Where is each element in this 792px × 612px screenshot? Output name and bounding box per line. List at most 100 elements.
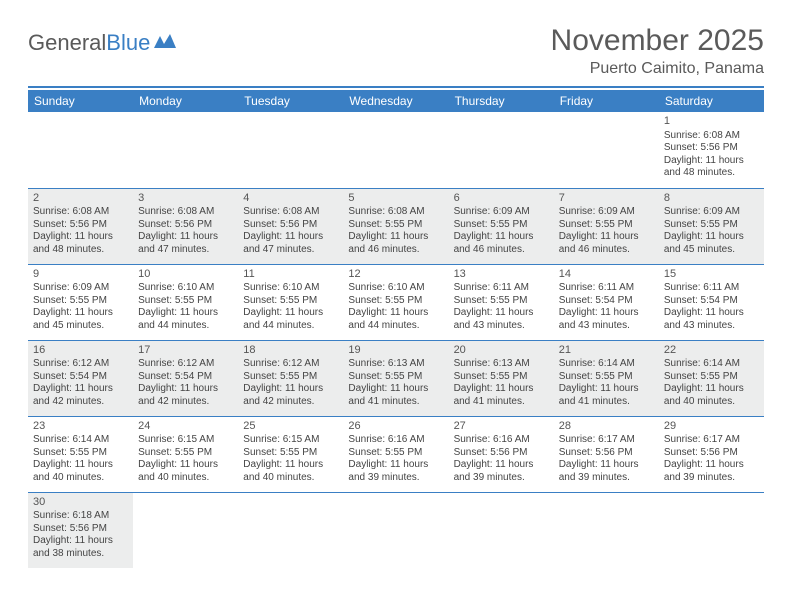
sunrise-text: Sunrise: 6:17 AM <box>559 434 654 447</box>
daylight-text: Daylight: 11 hours and 42 minutes. <box>138 383 233 408</box>
calendar-week-row: 16Sunrise: 6:12 AMSunset: 5:54 PMDayligh… <box>28 340 764 416</box>
day-number: 22 <box>664 344 759 358</box>
daylight-text: Daylight: 11 hours and 44 minutes. <box>243 307 338 332</box>
sunrise-text: Sunrise: 6:10 AM <box>348 282 443 295</box>
day-number: 12 <box>348 268 443 282</box>
sunrise-text: Sunrise: 6:11 AM <box>559 282 654 295</box>
day-number: 7 <box>559 192 654 206</box>
calendar-cell <box>133 112 238 188</box>
calendar-cell <box>659 492 764 568</box>
day-number: 30 <box>33 496 128 510</box>
daylight-text: Daylight: 11 hours and 38 minutes. <box>33 535 128 560</box>
daylight-text: Daylight: 11 hours and 39 minutes. <box>664 459 759 484</box>
sunrise-text: Sunrise: 6:09 AM <box>33 282 128 295</box>
day-number: 26 <box>348 420 443 434</box>
daylight-text: Daylight: 11 hours and 40 minutes. <box>664 383 759 408</box>
calendar-cell: 7Sunrise: 6:09 AMSunset: 5:55 PMDaylight… <box>554 188 659 264</box>
sunset-text: Sunset: 5:56 PM <box>559 447 654 460</box>
calendar-cell: 14Sunrise: 6:11 AMSunset: 5:54 PMDayligh… <box>554 264 659 340</box>
day-number: 13 <box>454 268 549 282</box>
sunset-text: Sunset: 5:55 PM <box>243 295 338 308</box>
calendar-cell: 20Sunrise: 6:13 AMSunset: 5:55 PMDayligh… <box>449 340 554 416</box>
sunset-text: Sunset: 5:54 PM <box>664 295 759 308</box>
sunrise-text: Sunrise: 6:16 AM <box>348 434 443 447</box>
sunset-text: Sunset: 5:56 PM <box>243 219 338 232</box>
sunset-text: Sunset: 5:55 PM <box>348 295 443 308</box>
sunrise-text: Sunrise: 6:10 AM <box>138 282 233 295</box>
sunrise-text: Sunrise: 6:08 AM <box>348 206 443 219</box>
day-number: 10 <box>138 268 233 282</box>
sunset-text: Sunset: 5:55 PM <box>33 447 128 460</box>
daylight-text: Daylight: 11 hours and 43 minutes. <box>454 307 549 332</box>
sunrise-text: Sunrise: 6:15 AM <box>243 434 338 447</box>
day-header: Sunday <box>28 90 133 112</box>
calendar-page: GeneralBlue November 2025 Puerto Caimito… <box>0 0 792 592</box>
daylight-text: Daylight: 11 hours and 45 minutes. <box>664 231 759 256</box>
day-number: 29 <box>664 420 759 434</box>
day-number: 15 <box>664 268 759 282</box>
day-number: 24 <box>138 420 233 434</box>
calendar-cell: 27Sunrise: 6:16 AMSunset: 5:56 PMDayligh… <box>449 416 554 492</box>
sunrise-text: Sunrise: 6:17 AM <box>664 434 759 447</box>
calendar-cell: 25Sunrise: 6:15 AMSunset: 5:55 PMDayligh… <box>238 416 343 492</box>
daylight-text: Daylight: 11 hours and 41 minutes. <box>454 383 549 408</box>
sunset-text: Sunset: 5:56 PM <box>138 219 233 232</box>
sunset-text: Sunset: 5:55 PM <box>664 219 759 232</box>
calendar-cell <box>238 492 343 568</box>
sunrise-text: Sunrise: 6:18 AM <box>33 510 128 523</box>
calendar-week-row: 30Sunrise: 6:18 AMSunset: 5:56 PMDayligh… <box>28 492 764 568</box>
sunset-text: Sunset: 5:55 PM <box>454 219 549 232</box>
calendar-cell <box>449 112 554 188</box>
sunset-text: Sunset: 5:54 PM <box>33 371 128 384</box>
day-number: 11 <box>243 268 338 282</box>
day-header: Tuesday <box>238 90 343 112</box>
day-number: 25 <box>243 420 338 434</box>
calendar-table: Sunday Monday Tuesday Wednesday Thursday… <box>28 90 764 568</box>
sunrise-text: Sunrise: 6:10 AM <box>243 282 338 295</box>
sunrise-text: Sunrise: 6:13 AM <box>454 358 549 371</box>
day-number: 17 <box>138 344 233 358</box>
calendar-cell: 30Sunrise: 6:18 AMSunset: 5:56 PMDayligh… <box>28 492 133 568</box>
calendar-cell: 22Sunrise: 6:14 AMSunset: 5:55 PMDayligh… <box>659 340 764 416</box>
day-number: 19 <box>348 344 443 358</box>
brand-logo: GeneralBlue <box>28 24 176 56</box>
calendar-cell: 2Sunrise: 6:08 AMSunset: 5:56 PMDaylight… <box>28 188 133 264</box>
daylight-text: Daylight: 11 hours and 39 minutes. <box>348 459 443 484</box>
brand-part2: Blue <box>106 30 150 56</box>
sunset-text: Sunset: 5:56 PM <box>664 142 759 155</box>
day-header: Friday <box>554 90 659 112</box>
day-number: 16 <box>33 344 128 358</box>
daylight-text: Daylight: 11 hours and 46 minutes. <box>348 231 443 256</box>
daylight-text: Daylight: 11 hours and 43 minutes. <box>559 307 654 332</box>
sunset-text: Sunset: 5:55 PM <box>559 371 654 384</box>
daylight-text: Daylight: 11 hours and 40 minutes. <box>33 459 128 484</box>
day-number: 21 <box>559 344 654 358</box>
calendar-cell: 10Sunrise: 6:10 AMSunset: 5:55 PMDayligh… <box>133 264 238 340</box>
flag-icon <box>154 30 176 56</box>
sunset-text: Sunset: 5:56 PM <box>33 523 128 536</box>
calendar-cell: 24Sunrise: 6:15 AMSunset: 5:55 PMDayligh… <box>133 416 238 492</box>
sunset-text: Sunset: 5:55 PM <box>138 447 233 460</box>
calendar-cell: 5Sunrise: 6:08 AMSunset: 5:55 PMDaylight… <box>343 188 448 264</box>
calendar-cell: 21Sunrise: 6:14 AMSunset: 5:55 PMDayligh… <box>554 340 659 416</box>
calendar-cell: 8Sunrise: 6:09 AMSunset: 5:55 PMDaylight… <box>659 188 764 264</box>
day-number: 1 <box>664 115 759 129</box>
day-number: 8 <box>664 192 759 206</box>
sunset-text: Sunset: 5:55 PM <box>348 219 443 232</box>
sunrise-text: Sunrise: 6:11 AM <box>454 282 549 295</box>
calendar-cell <box>343 112 448 188</box>
day-number: 28 <box>559 420 654 434</box>
calendar-cell: 18Sunrise: 6:12 AMSunset: 5:55 PMDayligh… <box>238 340 343 416</box>
calendar-cell: 15Sunrise: 6:11 AMSunset: 5:54 PMDayligh… <box>659 264 764 340</box>
daylight-text: Daylight: 11 hours and 42 minutes. <box>243 383 338 408</box>
calendar-week-row: 23Sunrise: 6:14 AMSunset: 5:55 PMDayligh… <box>28 416 764 492</box>
day-header: Thursday <box>449 90 554 112</box>
sunset-text: Sunset: 5:55 PM <box>33 295 128 308</box>
day-number: 20 <box>454 344 549 358</box>
calendar-cell: 26Sunrise: 6:16 AMSunset: 5:55 PMDayligh… <box>343 416 448 492</box>
daylight-text: Daylight: 11 hours and 43 minutes. <box>664 307 759 332</box>
calendar-cell <box>554 112 659 188</box>
daylight-text: Daylight: 11 hours and 45 minutes. <box>33 307 128 332</box>
sunset-text: Sunset: 5:55 PM <box>454 371 549 384</box>
sunset-text: Sunset: 5:55 PM <box>243 371 338 384</box>
